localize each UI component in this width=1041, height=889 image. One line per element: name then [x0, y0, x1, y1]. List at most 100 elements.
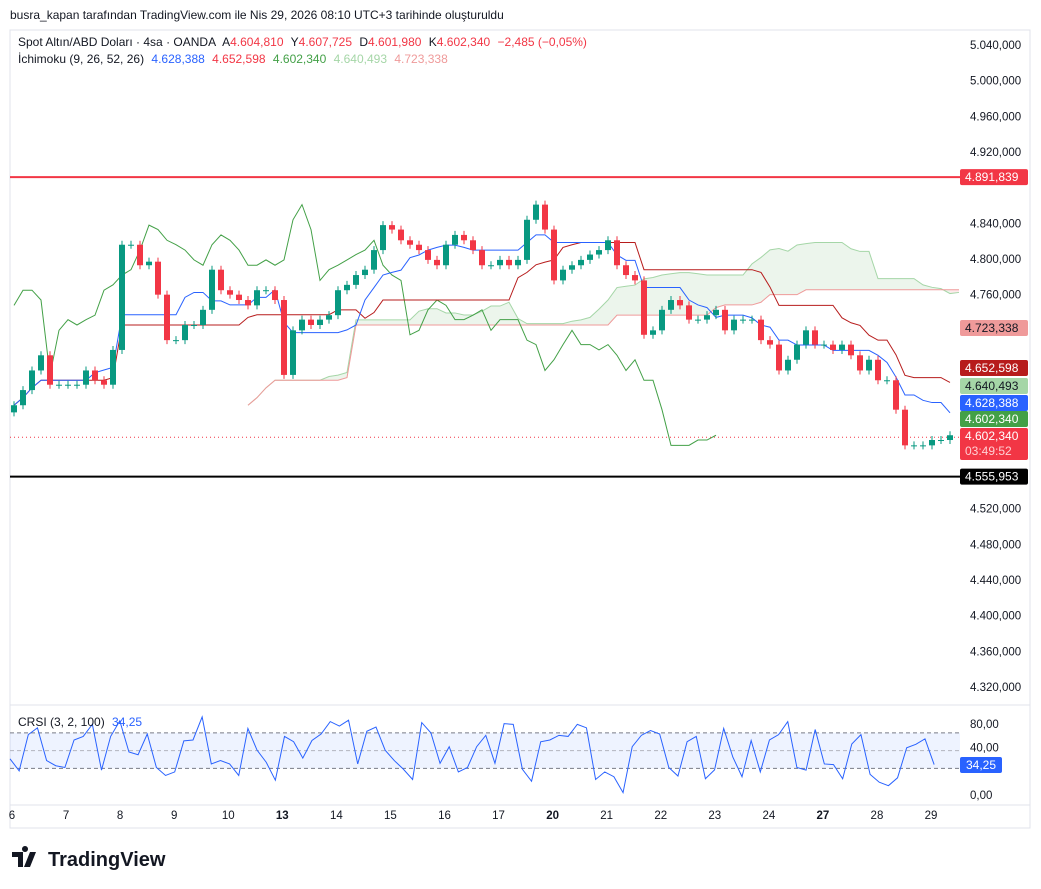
candle-body: [929, 440, 935, 446]
candle-body: [299, 319, 305, 331]
cloud-segment: [491, 306, 500, 325]
crsi-value-label: 34,25: [966, 758, 996, 772]
time-tick: 15: [384, 810, 397, 822]
low-value: 4.601,980: [368, 35, 422, 49]
cloud-segment: [608, 287, 617, 325]
crsi-title[interactable]: CRSI (3, 2, 100): [18, 715, 105, 729]
price-tick: 4.520,000: [970, 504, 1021, 516]
candle-body: [506, 259, 512, 266]
support-price-label: 4.555,953: [965, 470, 1019, 484]
candle-body: [731, 319, 737, 331]
candle-body: [29, 370, 35, 391]
cloud-segment: [914, 278, 923, 290]
crsi-axis-tick: 0,00: [970, 790, 992, 802]
time-axis[interactable]: 6 7 8 9 10 13 14 15 16 17 20 21 22 23 24 27 28 29: [9, 810, 938, 822]
candle-body: [416, 244, 422, 251]
candle-body: [407, 240, 413, 245]
candle-body: [524, 219, 530, 260]
cloud-segment: [824, 242, 833, 290]
time-tick: 17: [492, 810, 505, 822]
candle-body: [776, 344, 782, 371]
candle-body: [101, 380, 107, 385]
candle-body: [173, 340, 179, 342]
candle-body: [56, 384, 62, 386]
attribution: busra_kapan tarafından TradingView.com i…: [10, 8, 504, 22]
cloud-segment: [419, 308, 428, 325]
cloud-segment: [464, 314, 473, 325]
time-tick: 24: [762, 810, 775, 822]
ichimoku-title[interactable]: İchimoku (9, 26, 52, 26): [18, 52, 144, 66]
cloud-segment: [743, 263, 752, 305]
candle-body: [182, 324, 188, 341]
cloud-segment: [788, 244, 797, 295]
cloud-segment: [734, 275, 743, 305]
candle-body: [371, 250, 377, 270]
cloud-segment: [428, 308, 437, 325]
current-price-label: 4.602,340: [965, 429, 1019, 443]
candle-body: [839, 344, 845, 350]
ohlc-legend: Spot Altın/ABD Doları · 4sa · OANDA A4.6…: [18, 35, 587, 49]
candle-body: [578, 259, 584, 266]
time-tick: 21: [600, 810, 613, 822]
price-axis[interactable]: 5.040,000 5.000,000 4.960,000 4.920,000 4.84…: [970, 40, 1021, 694]
price-tick: 4.400,000: [970, 611, 1021, 623]
candle-body: [245, 300, 251, 306]
crsi-value: 34,25: [112, 715, 142, 729]
candle-body: [362, 269, 368, 276]
candle-body: [551, 229, 557, 281]
cloud-segment: [482, 306, 491, 325]
cloud-segment: [374, 319, 383, 325]
candle-body: [848, 344, 854, 356]
line-price-label-bg: [960, 169, 1028, 186]
indicator-price-label: 4.628,388: [965, 396, 1019, 410]
candle-body: [632, 275, 638, 281]
price-tick: 4.800,000: [970, 254, 1021, 266]
cloud-segment: [797, 243, 806, 295]
price-tick: 5.040,000: [970, 40, 1021, 52]
price-tick: 4.920,000: [970, 147, 1021, 159]
candle-body: [596, 250, 602, 255]
indicator-price-label-bg: [960, 360, 1028, 376]
horizontal-lines[interactable]: [10, 176, 960, 478]
candle-body: [677, 300, 683, 306]
cloud-segment: [338, 372, 347, 381]
tradingview-logo[interactable]: TradingView: [12, 845, 166, 871]
candle-body: [155, 261, 161, 295]
candle-body: [614, 240, 620, 266]
line-price-label: 4.891,839: [965, 170, 1019, 184]
cloud-segment: [707, 275, 716, 316]
candle-body: [353, 275, 359, 285]
candle-body: [497, 259, 503, 266]
candle-body: [380, 225, 386, 251]
price-tick: 4.760,000: [970, 290, 1021, 302]
cloud-segment: [437, 308, 446, 325]
candle-body: [659, 309, 665, 331]
chart-frame: [9, 29, 1031, 829]
time-tick: 6: [9, 810, 15, 822]
candle-body: [641, 280, 647, 335]
cloud-segment: [698, 273, 707, 316]
candle-body: [884, 380, 890, 382]
candle-body: [227, 290, 233, 295]
indicator-price-label: 4.652,598: [965, 361, 1019, 375]
candle-body: [254, 290, 260, 306]
crsi-axis-tick: 80,00: [970, 719, 999, 731]
candle-body: [425, 250, 431, 260]
cloud-segment: [896, 278, 905, 290]
crsi-line: [9, 715, 935, 795]
candle-body: [866, 359, 872, 371]
cloud-segment: [410, 311, 419, 325]
close-value: 4.602,340: [437, 35, 491, 49]
cloud-segment: [860, 251, 869, 290]
candle-body: [470, 240, 476, 251]
time-tick: 29: [925, 810, 938, 822]
candle-body: [281, 300, 287, 375]
cloud-segment: [878, 278, 887, 290]
candle-body: [389, 225, 395, 230]
candle-body: [758, 319, 764, 341]
symbol-title[interactable]: Spot Altın/ABD Doları · 4sa · OANDA: [18, 35, 216, 49]
candle-body: [74, 384, 80, 386]
cloud-segment: [887, 278, 896, 290]
cloud-segment: [833, 242, 842, 290]
